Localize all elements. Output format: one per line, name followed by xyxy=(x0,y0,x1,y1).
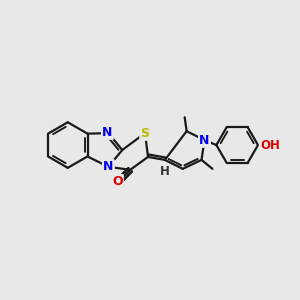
Text: OH: OH xyxy=(260,139,280,152)
Text: N: N xyxy=(102,126,112,139)
Text: N: N xyxy=(103,160,114,173)
Text: H: H xyxy=(160,165,170,178)
Text: O: O xyxy=(112,175,123,188)
Text: S: S xyxy=(140,127,149,140)
Text: N: N xyxy=(199,134,210,147)
